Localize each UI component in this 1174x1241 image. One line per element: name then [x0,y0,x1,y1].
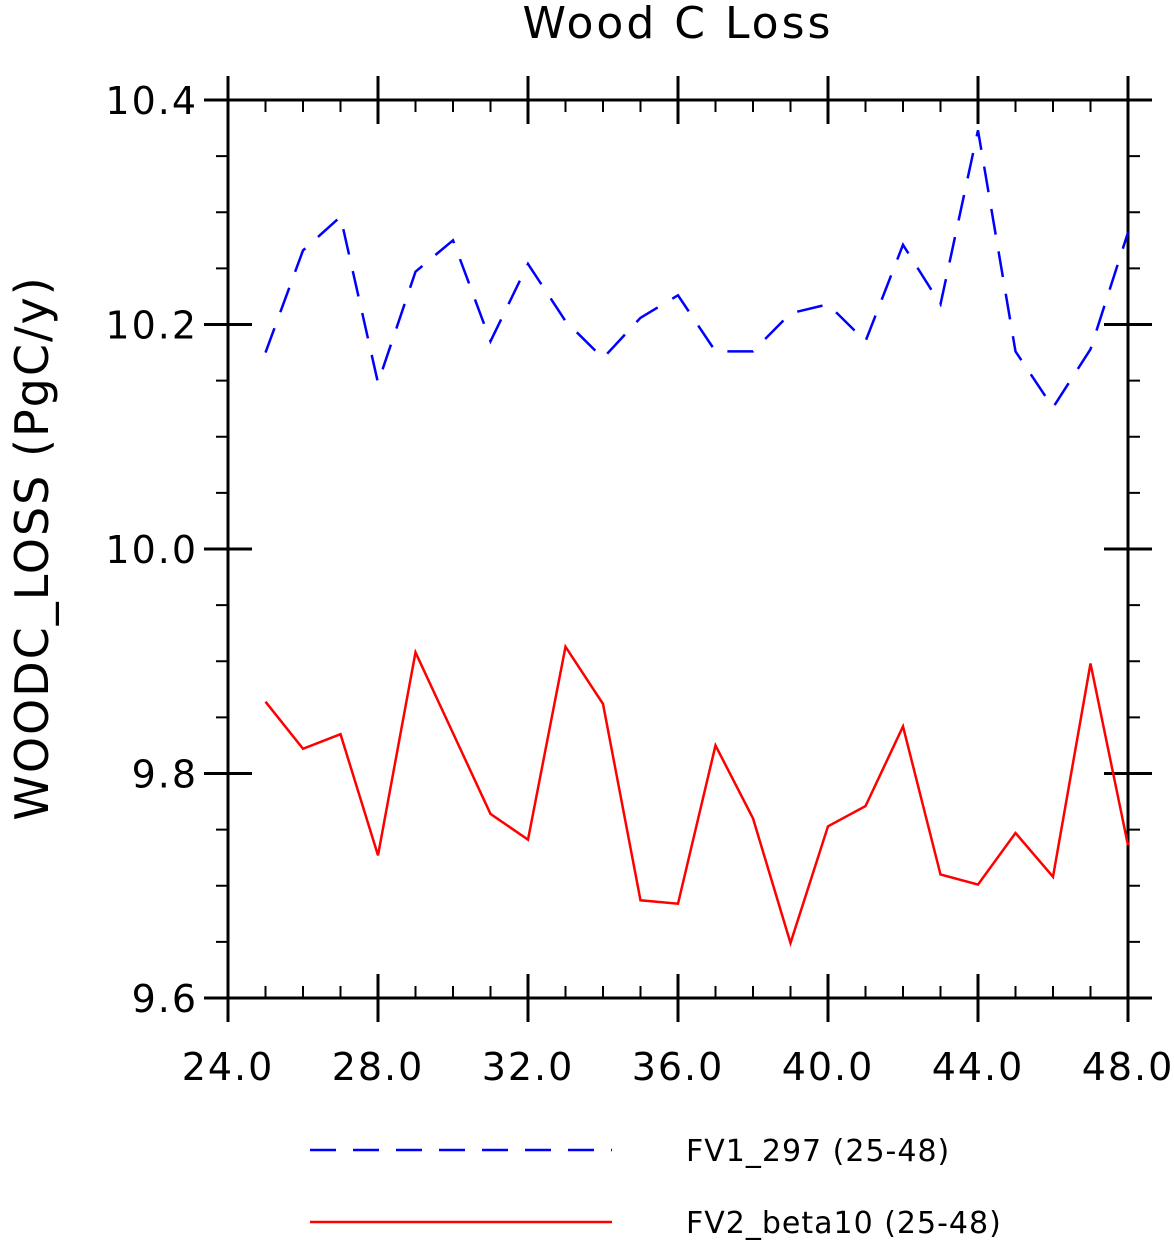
series-line-1 [264,130,1130,410]
x-tick-label: 40.0 [782,1045,875,1089]
y-tick-label: 9.8 [132,753,198,797]
plot-series [264,130,1130,948]
x-tick-label: 48.0 [1082,1045,1174,1089]
y-axis-label: WOODC_LOSS (PgC/y) [5,275,59,820]
x-tick-label: 32.0 [482,1045,575,1089]
series-line-2 [264,643,1130,948]
legend: FV1_297 (25-48) FV2_beta10 (25-48) [310,1134,1002,1241]
y-tick-label: 10.0 [105,528,198,572]
y-tick-label: 10.2 [105,304,198,348]
legend-label-1: FV1_297 (25-48) [686,1134,950,1169]
x-axis-ticks: 24.0 28.0 32.0 36.0 40.0 44.0 48.0 [182,76,1174,1089]
x-tick-label: 24.0 [182,1045,275,1089]
x-tick-label: 28.0 [332,1045,425,1089]
chart-title: Wood C Loss [523,0,834,49]
legend-label-2: FV2_beta10 (25-48) [686,1206,1002,1241]
y-tick-label: 10.4 [105,79,198,123]
y-tick-label: 9.6 [132,977,198,1021]
x-tick-label: 44.0 [932,1045,1025,1089]
y-axis-ticks: 9.6 9.8 10.0 10.2 10.4 [105,79,1152,1021]
x-tick-label: 36.0 [632,1045,725,1089]
